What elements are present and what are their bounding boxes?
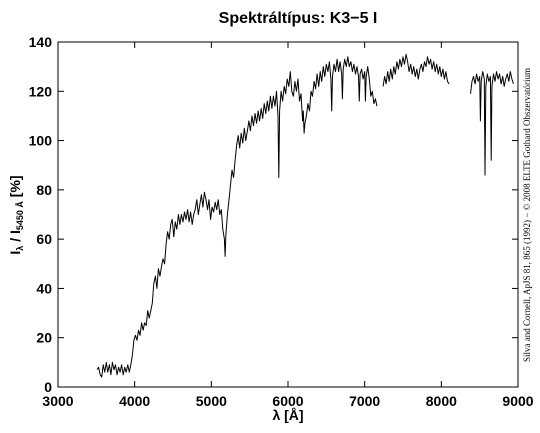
spectrum-line-segment bbox=[470, 71, 514, 176]
y-axis-label-tail: [%] bbox=[7, 175, 23, 201]
y-tick-label: 60 bbox=[36, 231, 52, 247]
x-tick-label: 7000 bbox=[349, 393, 380, 409]
x-axis: 3000 4000 5000 6000 7000 8000 9000 bbox=[42, 42, 534, 409]
x-axis-label: λ [Å] bbox=[272, 407, 303, 423]
y-tick-label: 120 bbox=[29, 83, 53, 99]
y-tick-label: 20 bbox=[36, 330, 52, 346]
credit-text: Silva and Cornell, ApJS 81, 865 (1992) −… bbox=[522, 68, 532, 362]
y-axis: 0 20 40 60 80 100 120 140 bbox=[29, 34, 518, 395]
x-tick-label: 8000 bbox=[426, 393, 457, 409]
y-tick-label: 0 bbox=[44, 379, 52, 395]
y-tick-label: 80 bbox=[36, 182, 52, 198]
chart-title: Spektráltípus: K3−5 I bbox=[219, 10, 378, 27]
x-tick-label: 6000 bbox=[272, 393, 303, 409]
plot-frame bbox=[57, 41, 519, 388]
series-layer bbox=[96, 53, 514, 378]
y-tick-label: 100 bbox=[29, 133, 53, 149]
y-tick-label: 140 bbox=[29, 34, 53, 50]
x-tick-label: 9000 bbox=[502, 393, 533, 409]
y-axis-label-sub2: 5450 Å bbox=[15, 201, 25, 231]
spectrum-line-segment bbox=[96, 56, 378, 378]
x-tick-label: 5000 bbox=[196, 393, 227, 409]
x-tick-label: 3000 bbox=[42, 393, 73, 409]
spectrum-line-segment bbox=[382, 53, 450, 87]
x-tick-label: 4000 bbox=[119, 393, 150, 409]
y-tick-label: 40 bbox=[36, 280, 52, 296]
y-axis-label-sub1: λ bbox=[15, 246, 25, 251]
y-axis-label: Iλ / I5450 Å [%] bbox=[7, 175, 25, 254]
y-axis-label-main: I bbox=[7, 251, 23, 255]
y-axis-label-mid: / I bbox=[7, 230, 23, 246]
